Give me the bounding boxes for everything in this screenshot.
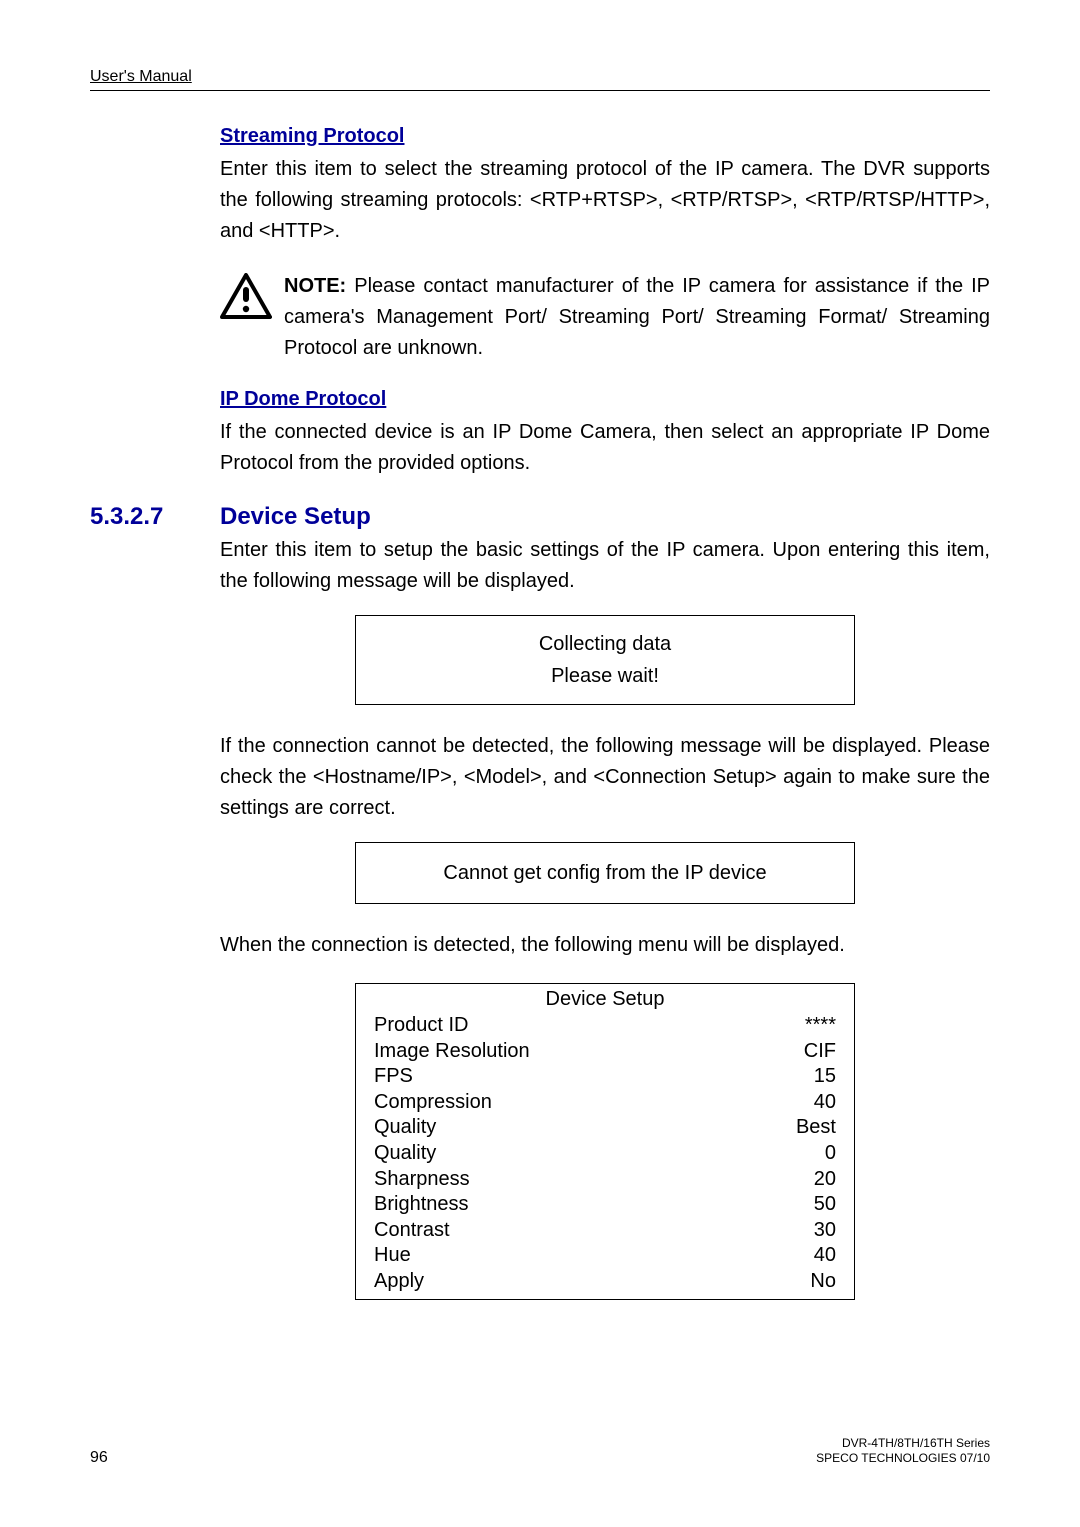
table-row: Sharpness 20 <box>374 1167 836 1193</box>
streaming-body: Enter this item to select the streaming … <box>220 154 990 247</box>
row-label: Sharpness <box>374 1167 470 1193</box>
device-setup-heading-row: 5.3.2.7 Device Setup <box>90 503 990 531</box>
ipdome-section: IP Dome Protocol If the connected device… <box>220 388 990 479</box>
streaming-section: Streaming Protocol Enter this item to se… <box>220 125 990 247</box>
device-table-title: Device Setup <box>374 988 836 1011</box>
row-value: Best <box>796 1115 836 1141</box>
footer-line1: DVR-4TH/8TH/16TH Series <box>816 1436 990 1452</box>
device-setup-table: Device Setup Product ID****Image Resolut… <box>355 983 855 1300</box>
row-value: 15 <box>814 1064 836 1090</box>
row-value: 50 <box>814 1192 836 1218</box>
row-label: FPS <box>374 1064 413 1090</box>
ipdome-heading: IP Dome Protocol <box>220 388 990 411</box>
table-row: Apply No <box>374 1269 836 1295</box>
collecting-data-box: Collecting data Please wait! <box>355 615 855 705</box>
msg2-line: Cannot get config from the IP device <box>368 857 842 889</box>
table-row: Compression 40 <box>374 1090 836 1116</box>
row-label: Quality <box>374 1115 436 1141</box>
row-value: 40 <box>814 1243 836 1269</box>
streaming-heading: Streaming Protocol <box>220 125 990 148</box>
note-body: Please contact manufacturer of the IP ca… <box>284 275 990 359</box>
msg-line-1: Collecting data <box>368 628 842 660</box>
row-label: Image Resolution <box>374 1039 530 1065</box>
row-value: 30 <box>814 1218 836 1244</box>
row-value: No <box>810 1269 836 1295</box>
section-title: Device Setup <box>220 503 371 531</box>
row-value: 20 <box>814 1167 836 1193</box>
note-text: NOTE: Please contact manufacturer of the… <box>284 271 990 364</box>
device-setup-para3: When the connection is detected, the fol… <box>220 930 990 961</box>
ipdome-body: If the connected device is an IP Dome Ca… <box>220 417 990 479</box>
warning-icon <box>220 273 280 324</box>
footer: 96 DVR-4TH/8TH/16TH Series SPECO TECHNOL… <box>90 1436 990 1467</box>
table-row: Contrast 30 <box>374 1218 836 1244</box>
row-label: Product ID <box>374 1013 468 1039</box>
table-row: Brightness 50 <box>374 1192 836 1218</box>
row-label: Contrast <box>374 1218 450 1244</box>
note-label: NOTE: <box>284 275 346 297</box>
table-row: Image Resolution CIF <box>374 1039 836 1065</box>
msg-line-2: Please wait! <box>368 660 842 692</box>
header-rule <box>90 90 990 91</box>
row-value: **** <box>805 1013 836 1039</box>
page-number: 96 <box>90 1449 108 1467</box>
cannot-get-config-box: Cannot get config from the IP device <box>355 842 855 904</box>
section-number: 5.3.2.7 <box>90 503 220 531</box>
row-label: Apply <box>374 1269 424 1295</box>
page: User's Manual Streaming Protocol Enter t… <box>0 0 1080 1527</box>
row-label: Quality <box>374 1141 436 1167</box>
row-label: Brightness <box>374 1192 469 1218</box>
device-setup-intro: Enter this item to setup the basic setti… <box>220 535 990 597</box>
footer-right: DVR-4TH/8TH/16TH Series SPECO TECHNOLOGI… <box>816 1436 990 1467</box>
page-header: User's Manual <box>90 68 990 86</box>
table-row: Hue 40 <box>374 1243 836 1269</box>
device-table-rows: Product ID****Image ResolutionCIFFPS15Co… <box>374 1013 836 1295</box>
table-row: Quality 0 <box>374 1141 836 1167</box>
row-value: 0 <box>825 1141 836 1167</box>
device-setup-body: Enter this item to setup the basic setti… <box>220 535 990 1300</box>
footer-line2: SPECO TECHNOLOGIES 07/10 <box>816 1451 990 1467</box>
row-label: Hue <box>374 1243 411 1269</box>
table-row: Product ID **** <box>374 1013 836 1039</box>
row-value: CIF <box>804 1039 836 1065</box>
row-value: 40 <box>814 1090 836 1116</box>
table-row: FPS 15 <box>374 1064 836 1090</box>
table-row: Quality Best <box>374 1115 836 1141</box>
note-block: NOTE: Please contact manufacturer of the… <box>220 271 990 364</box>
device-setup-para2: If the connection cannot be detected, th… <box>220 731 990 824</box>
row-label: Compression <box>374 1090 492 1116</box>
